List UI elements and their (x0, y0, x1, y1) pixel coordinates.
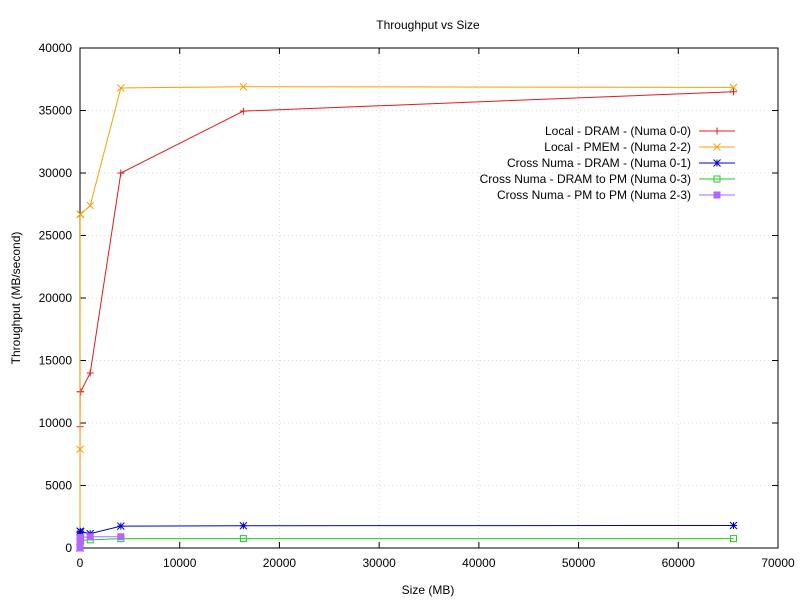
data-point (117, 533, 125, 541)
data-point (239, 107, 247, 115)
data-point (86, 533, 94, 541)
legend: Local - DRAM - (Numa 0-0) Local - PMEM - … (480, 124, 735, 202)
legend-label: Cross Numa - PM to PM (Numa 2-3) (497, 188, 691, 202)
grid-layer (80, 48, 778, 548)
legend-marker (713, 159, 721, 167)
data-point (76, 210, 85, 219)
y-tick-label: 30000 (39, 166, 73, 180)
legend-label: Local - PMEM - (Numa 2-2) (544, 140, 691, 154)
data-point (239, 82, 248, 91)
legend-item: Cross Numa - DRAM to PM (Numa 0-3) (480, 172, 735, 186)
data-point (116, 84, 125, 92)
tick-layer: 0 10000 20000 30000 40000 50000 60000 70000 0 500… (39, 41, 795, 570)
data-point (729, 88, 737, 96)
series-4 (76, 533, 125, 552)
y-tick-label: 10000 (39, 416, 73, 430)
legend-label: Cross Numa - DRAM - (Numa 0-1) (507, 156, 691, 170)
data-point (116, 522, 125, 530)
legend-item: Cross Numa - PM to PM (Numa 2-3) (497, 188, 735, 202)
y-tick-label: 25000 (39, 229, 73, 243)
x-tick-label: 40000 (462, 556, 496, 570)
series-3 (76, 535, 737, 552)
data-point (729, 521, 738, 530)
x-tick-label: 20000 (263, 556, 297, 570)
data-point (239, 521, 248, 530)
chart-title: Throughput vs Size (376, 18, 480, 32)
data-point (77, 533, 85, 541)
series-line (79, 538, 734, 549)
x-tick-label: 0 (77, 556, 84, 570)
data-point (86, 201, 95, 210)
series-line (79, 86, 734, 549)
legend-item: Local - DRAM - (Numa 0-0) (545, 124, 735, 138)
y-tick-label: 20000 (39, 291, 73, 305)
x-tick-label: 50000 (562, 556, 596, 570)
legend-marker (713, 127, 721, 135)
x-axis-label: Size (MB) (402, 583, 455, 597)
series-2 (76, 521, 738, 552)
x-tick-label: 60000 (662, 556, 696, 570)
y-tick-label: 35000 (39, 104, 73, 118)
data-point (729, 83, 738, 92)
data-point (76, 445, 84, 454)
data-point (77, 388, 85, 396)
x-tick-label: 10000 (163, 556, 197, 570)
legend-label: Cross Numa - DRAM to PM (Numa 0-3) (480, 172, 691, 186)
legend-marker (713, 175, 721, 183)
data-point (117, 169, 125, 177)
series-line (79, 525, 734, 549)
y-tick-label: 5000 (45, 479, 72, 493)
x-tick-label: 30000 (362, 556, 396, 570)
data-point (76, 544, 84, 552)
y-axis-label: Throughput (MB/second) (9, 232, 23, 365)
legend-label: Local - DRAM - (Numa 0-0) (545, 124, 691, 138)
y-tick-label: 15000 (39, 354, 73, 368)
data-point (86, 369, 94, 377)
legend-marker (713, 191, 721, 199)
y-tick-label: 40000 (39, 41, 73, 55)
series-layer (76, 82, 738, 552)
legend-item: Cross Numa - DRAM - (Numa 0-1) (507, 156, 735, 170)
legend-marker (713, 143, 721, 151)
y-tick-label: 0 (65, 541, 72, 555)
data-point (239, 535, 247, 543)
data-point (729, 535, 737, 543)
x-tick-label: 70000 (761, 556, 795, 570)
legend-item: Local - PMEM - (Numa 2-2) (544, 140, 735, 154)
